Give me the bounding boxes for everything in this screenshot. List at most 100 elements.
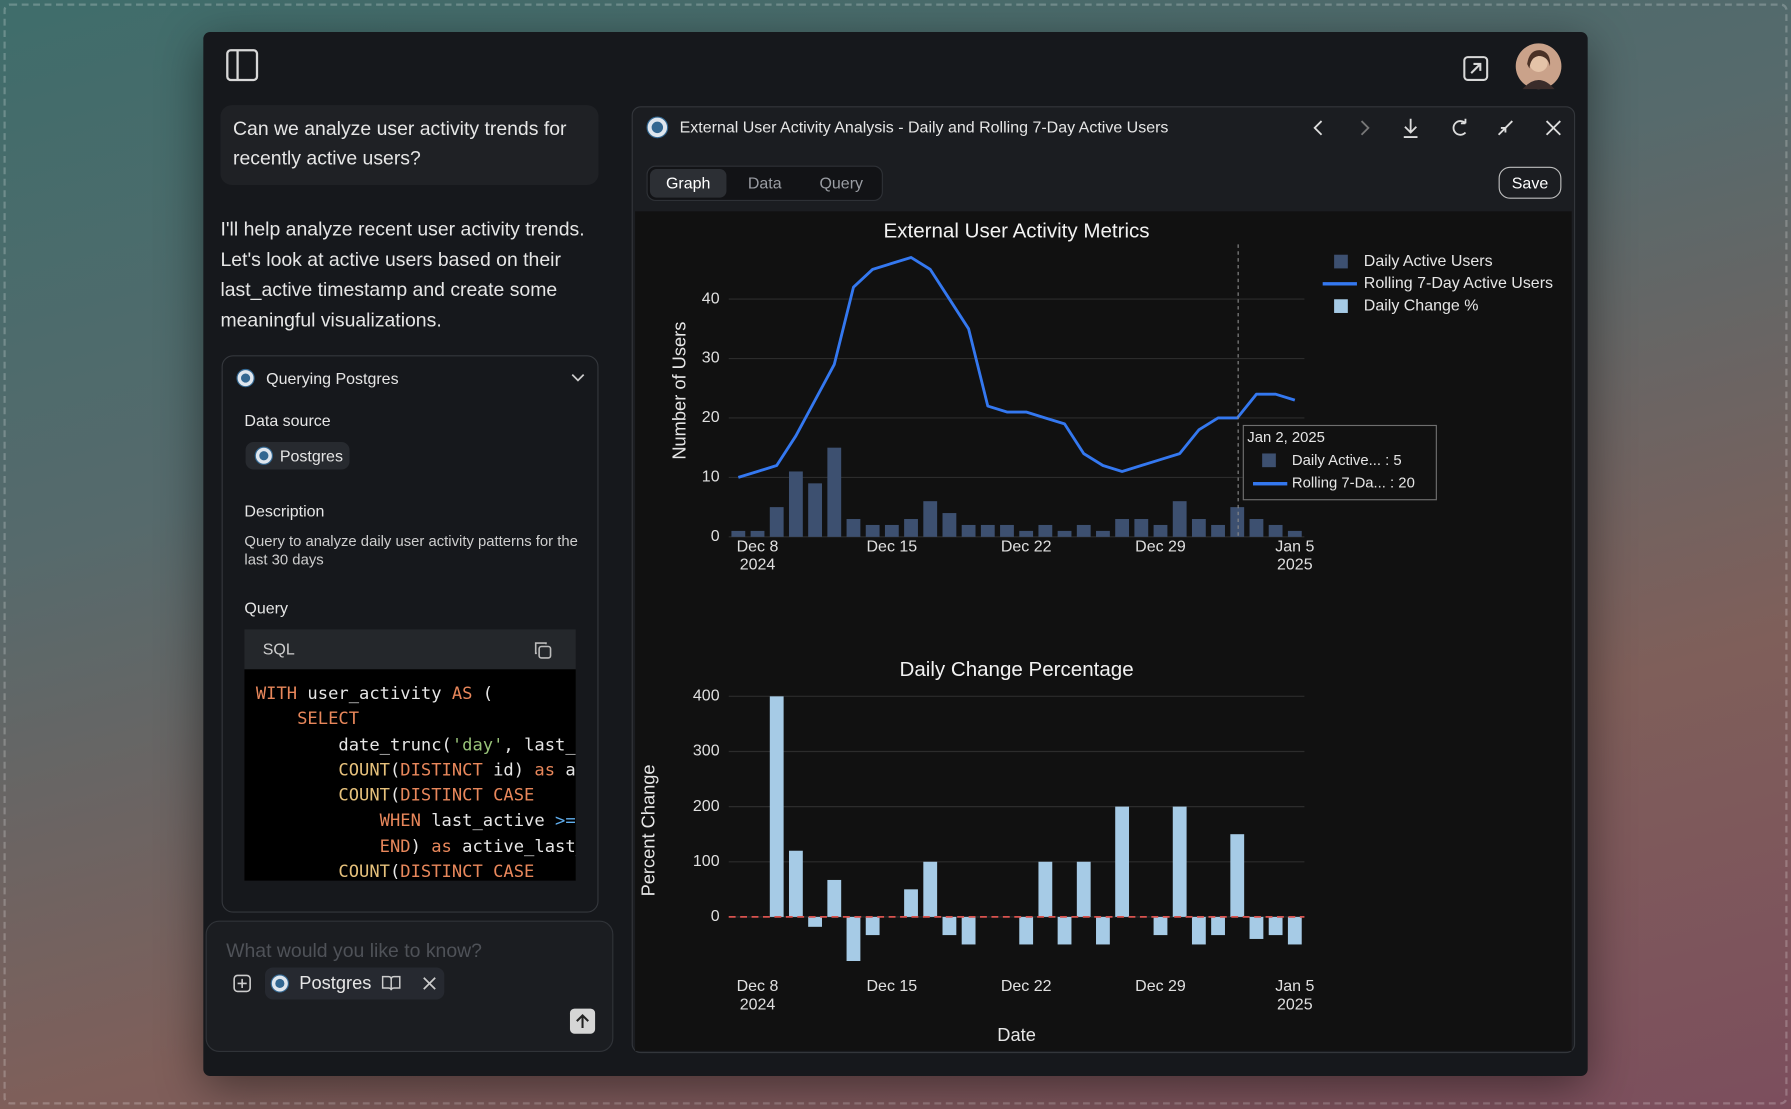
bar	[769, 507, 784, 537]
book-path	[381, 975, 401, 991]
tool-card	[221, 355, 599, 913]
bar	[731, 530, 746, 537]
bar	[1211, 916, 1225, 936]
panel-title: External User Activity Analysis - Daily …	[679, 117, 1169, 136]
download-button[interactable]	[1403, 118, 1418, 138]
back-button[interactable]	[1313, 120, 1323, 136]
bar	[750, 530, 765, 537]
bar	[1191, 916, 1206, 945]
code-token: (	[389, 861, 401, 881]
x-tick-label: Dec 22	[1001, 978, 1052, 995]
bar	[865, 916, 880, 936]
y-tick-label: 0	[711, 528, 720, 545]
tooltip-item: Rolling 7-Da... : 20	[1291, 474, 1415, 492]
bar	[1268, 524, 1283, 537]
open-external[interactable]	[1463, 56, 1489, 81]
x-tick-label: 2024	[740, 996, 776, 1013]
bar	[1096, 530, 1110, 537]
chevron[interactable]	[571, 374, 585, 383]
tab[interactable]: Data	[747, 173, 782, 192]
code-line: WITH user_activity AS (	[256, 681, 576, 706]
code-token: date_trunc(	[255, 733, 452, 755]
bar	[1115, 806, 1130, 917]
icon-frame	[226, 49, 259, 82]
copy-button[interactable]	[533, 641, 552, 659]
bar	[1076, 861, 1091, 917]
forward-button[interactable]	[1360, 120, 1370, 136]
desktop-frame	[3, 3, 1788, 1105]
code-token: , last_a	[503, 733, 576, 755]
x-tick-label: Jan 5	[1275, 978, 1314, 995]
panel-toolbar	[1313, 118, 1561, 138]
icon-dot	[651, 121, 664, 134]
tab[interactable]: Query	[819, 173, 864, 192]
bar	[1249, 916, 1264, 939]
save-label[interactable]: Save	[1511, 173, 1549, 192]
collapse-button[interactable]	[1497, 120, 1513, 136]
code-line: COUNT(DISTINCT CASE	[256, 783, 576, 808]
postgres-icon	[646, 116, 669, 139]
x-tick-label: 2024	[740, 557, 776, 574]
code-language: SQL	[262, 639, 295, 658]
x-path	[423, 977, 436, 990]
code-token: id)	[482, 759, 535, 781]
add-button[interactable]	[233, 974, 251, 993]
refresh-button[interactable]	[1452, 118, 1467, 136]
bar	[1019, 530, 1034, 537]
description-label: Description	[244, 501, 325, 520]
tool-title[interactable]: Querying Postgres	[266, 368, 399, 388]
tab[interactable]: Graph	[665, 173, 711, 192]
postgres-icon	[254, 446, 273, 465]
code-line: COUNT(DISTINCT id) as a	[256, 757, 576, 782]
bar	[827, 447, 842, 537]
code-token: a	[555, 759, 576, 781]
bar	[788, 471, 803, 537]
y-tick-label: 10	[702, 469, 720, 486]
bar	[827, 879, 842, 917]
user-message: Can we analyze user activity trends for …	[233, 117, 567, 170]
y-tick-label: 0	[711, 908, 720, 925]
close-button[interactable]	[1545, 120, 1561, 136]
x-axis-label: Date	[997, 1024, 1036, 1045]
code-block: WITH user_activity AS ( SELECT date_trun…	[244, 669, 576, 881]
y-axis-label: Number of Users	[669, 322, 690, 460]
bar	[1153, 524, 1168, 537]
bar	[923, 501, 938, 537]
remove-chip[interactable]	[423, 977, 437, 991]
code-line: COUNT(DISTINCT CASE	[256, 859, 576, 881]
y-tick-label: 20	[702, 409, 720, 426]
y-tick-label: 40	[702, 290, 720, 307]
avatar[interactable]	[1515, 43, 1562, 90]
book-button[interactable]	[381, 975, 401, 991]
avatar-face	[1529, 53, 1548, 72]
send-arrow	[576, 1013, 589, 1028]
code-token: as	[431, 835, 452, 857]
save-button[interactable]	[1498, 166, 1562, 199]
bar	[846, 916, 861, 962]
add-frame	[233, 974, 251, 993]
code-token: DISTINCT CASE	[400, 784, 535, 806]
bar	[1191, 519, 1206, 537]
code-token: )	[410, 835, 432, 857]
bar	[904, 889, 918, 917]
legend-swatch	[1334, 299, 1348, 313]
sidebar-toggle[interactable]	[226, 49, 259, 82]
bar	[961, 524, 976, 537]
input-placeholder[interactable]: What would you like to know?	[226, 940, 482, 962]
icon-frame	[1463, 56, 1489, 81]
code-line: END) as active_last_	[256, 834, 576, 859]
bar	[788, 850, 803, 917]
tooltip-item: Daily Active... : 5	[1291, 451, 1402, 469]
x-tick-label: Dec 15	[867, 978, 918, 995]
assistant-message: I'll help analyze recent user activity t…	[220, 218, 585, 331]
description: Query to analyze daily user activity pat…	[244, 532, 578, 568]
bar	[1115, 519, 1130, 537]
code-token: (	[472, 683, 494, 704]
bar	[1057, 530, 1072, 537]
tooltip-swatch	[1253, 482, 1288, 486]
source-chip	[264, 967, 445, 1000]
bar	[942, 513, 957, 537]
tooltip-title: Jan 2, 2025	[1247, 428, 1325, 446]
